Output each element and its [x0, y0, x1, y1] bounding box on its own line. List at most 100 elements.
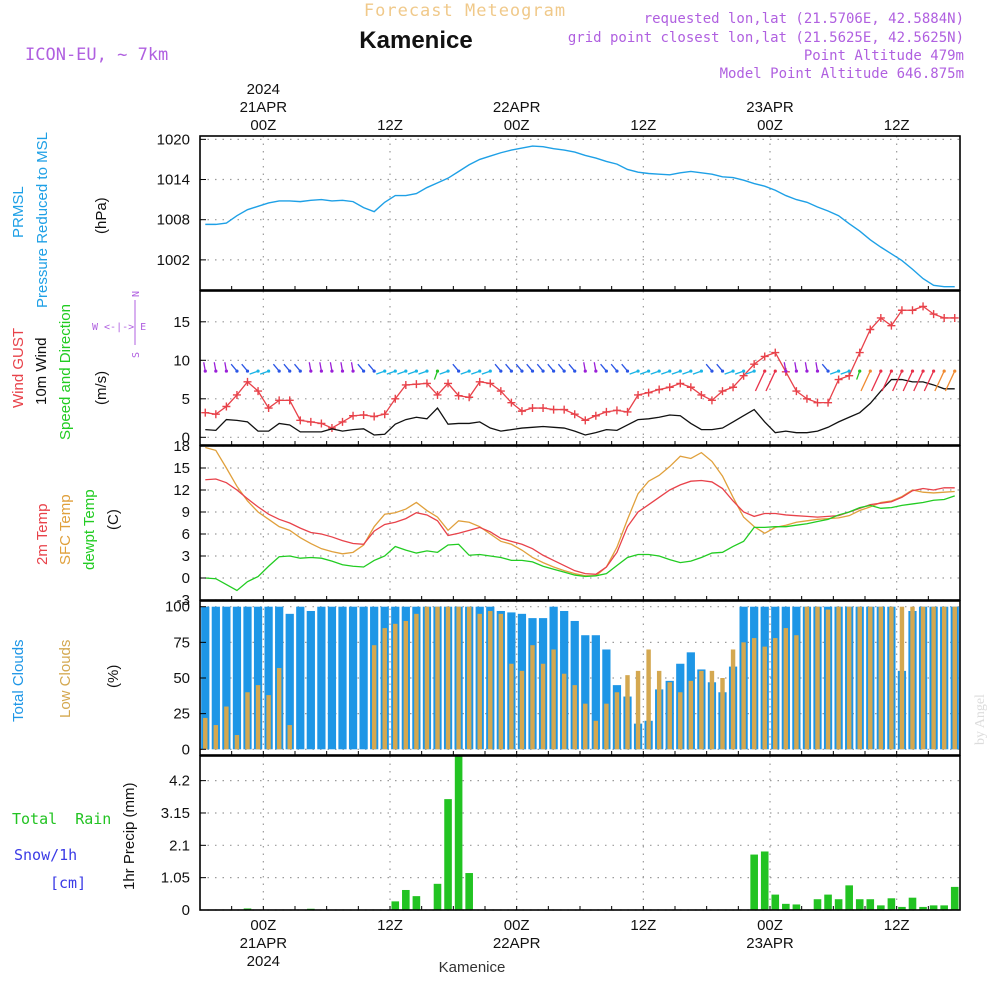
wind-direction-arrow: [433, 369, 440, 380]
grid-point-coords: grid point closest lon,lat (21.5625E, 42…: [568, 30, 964, 46]
y-tick-label: 15: [173, 460, 190, 477]
time-label: 12Z: [377, 117, 403, 134]
wind-direction-arrow: [821, 363, 830, 373]
wind-direction-arrow: [870, 369, 883, 392]
time-label: 00Z: [504, 117, 530, 134]
temp-2m-label: 2m Temp: [34, 504, 51, 565]
total-cloud-bar: [591, 635, 600, 750]
wind-direction-arrow: [671, 369, 682, 375]
wind-arrow-head: [562, 369, 566, 373]
precip-bar: [454, 756, 463, 910]
wind-arrow-head: [214, 369, 218, 373]
wind-arrow-head: [932, 369, 936, 373]
gust-point: [401, 380, 410, 389]
wind-arrow-head: [309, 369, 313, 373]
wind-arrow-head: [256, 369, 260, 373]
time-label: 00Z: [250, 917, 276, 934]
gust-point: [908, 306, 917, 315]
pressure-line: [205, 145, 955, 288]
gust-point: [729, 383, 738, 392]
gust-point: [338, 417, 347, 426]
wind-arrow-shaft: [902, 370, 914, 392]
model-label: ICON-EU, ~ 7km: [25, 45, 168, 65]
wind-direction-arrow: [860, 369, 872, 392]
y-tick-label: 2.1: [169, 837, 190, 854]
low-cloud-bar: [910, 606, 915, 750]
precip-bar: [813, 899, 822, 910]
gust-point: [665, 383, 674, 392]
wind-arrow-head: [203, 369, 207, 373]
gust-point: [539, 404, 548, 413]
low-cloud-bar: [762, 646, 767, 750]
low-cloud-bar: [540, 663, 546, 750]
total-cloud-bar: [581, 635, 590, 750]
wind-arrow-head: [678, 369, 682, 373]
wind-panel-labels: Wind GUST 10m Wind Speed and Direction (…: [10, 291, 146, 440]
pressure-unit-label: (hPa): [93, 197, 110, 234]
low-cloud-bar: [530, 645, 535, 750]
time-label: 00Z: [250, 117, 276, 134]
wind-arrow-head: [699, 369, 703, 373]
y-tick-label: 0: [182, 902, 190, 919]
low-cloud-bar: [234, 735, 240, 750]
wind-direction-arrow: [600, 363, 608, 373]
wind-direction-arrow: [329, 362, 334, 373]
wind-arrow-head: [520, 369, 524, 373]
wind-direction-arrow: [593, 362, 598, 373]
wind-unit-label: (m/s): [93, 371, 110, 405]
low-cloud-bar: [509, 663, 514, 750]
total-cloud-bar: [317, 606, 326, 750]
cloud-unit-label: (%): [105, 665, 122, 688]
low-cloud-bar: [625, 675, 630, 750]
total-cloud-bar: [327, 606, 337, 750]
wind-direction-arrow: [934, 369, 946, 392]
wind-arrow-head: [636, 369, 640, 373]
low-cloud-bar: [456, 606, 461, 750]
gust-point: [475, 377, 484, 386]
total-cloud-bar: [306, 610, 315, 750]
wind-direction-arrow: [407, 369, 418, 375]
precip-bar: [760, 851, 769, 910]
y-tick-label: 10: [173, 352, 190, 369]
wind-direction-arrow: [794, 362, 798, 373]
wind-direction-arrow: [583, 362, 587, 373]
wind-compass-icon: N W <-|-> E S: [92, 291, 146, 358]
snow-unit-label: [cm]: [50, 874, 86, 892]
wind-direction-arrow: [494, 363, 503, 373]
wind-arrow-head: [552, 369, 556, 373]
gust-point: [359, 410, 368, 419]
wind-direction-arrow: [881, 369, 893, 392]
gust-point: [243, 377, 252, 386]
time-label: 00Z: [757, 117, 783, 134]
wind-arrow-head: [879, 369, 883, 373]
grid-lines: [200, 136, 960, 911]
location-title: Kamenice: [359, 27, 472, 54]
time-label: 2024: [247, 81, 280, 98]
low-cloud-bar: [741, 642, 746, 750]
gust-point: [813, 398, 822, 407]
low-cloud-bar: [287, 725, 292, 750]
wind-arrow-head: [625, 369, 630, 373]
wind-arrow-shaft: [881, 370, 892, 392]
y-tick-label: 1.05: [161, 870, 190, 887]
pressure-panel-labels: PRMSL Pressure Reduced to MSL (hPa): [10, 132, 110, 308]
wind-direction-arrow: [568, 363, 577, 373]
wind-direction-arrow: [319, 362, 323, 373]
low-cloud-bar: [794, 635, 799, 750]
wind-direction-arrow: [203, 362, 207, 373]
wind-arrow-head: [425, 369, 429, 373]
wind-direction-arrow: [213, 362, 218, 373]
gust-point: [370, 412, 379, 421]
gust-point: [845, 371, 854, 380]
low-clouds-label: Low Clouds: [57, 640, 74, 718]
wind-arrow-shaft: [870, 370, 882, 392]
wind-arrow-head: [288, 369, 292, 373]
compass-n: N: [131, 291, 142, 297]
gust-point: [866, 325, 875, 334]
low-cloud-bar: [224, 706, 229, 750]
total-cloud-bar: [338, 606, 347, 750]
wind-arrow-head: [541, 369, 545, 373]
low-cloud-bar: [920, 606, 926, 750]
gust-point: [327, 424, 336, 433]
wind-arrow-head: [847, 369, 851, 373]
